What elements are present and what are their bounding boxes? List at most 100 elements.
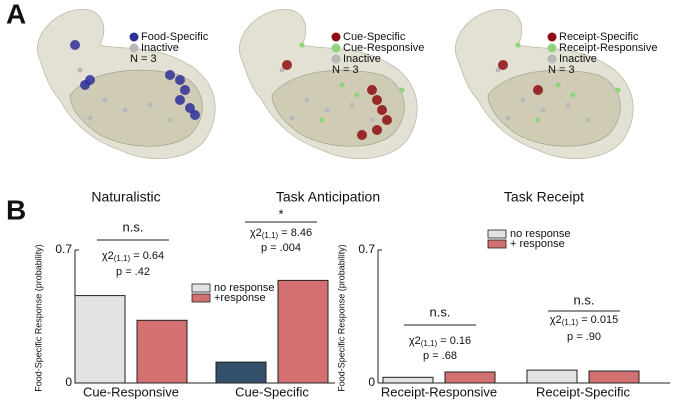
stat-part: = 0.015 bbox=[578, 314, 618, 326]
stat-part: = 0.64 bbox=[130, 250, 164, 262]
legend-swatch bbox=[487, 229, 507, 239]
panel-label: B bbox=[6, 194, 26, 225]
bar bbox=[74, 295, 126, 384]
legend-marker bbox=[129, 32, 139, 42]
legend-label: Inactive bbox=[559, 53, 597, 65]
electrode bbox=[570, 92, 576, 98]
electrode bbox=[515, 42, 521, 48]
significance: n.s. bbox=[574, 292, 595, 307]
brain-shape bbox=[487, 69, 621, 147]
electrode bbox=[520, 97, 526, 103]
x-tick-label: Receipt-Responsive bbox=[381, 384, 497, 399]
electrode bbox=[349, 102, 355, 108]
electrode bbox=[535, 117, 541, 123]
p-value: p = .68 bbox=[423, 350, 457, 362]
panel-label: A bbox=[6, 0, 26, 29]
significance: * bbox=[278, 206, 283, 221]
electrode bbox=[147, 102, 153, 108]
stat-part: χ2 bbox=[409, 335, 421, 347]
brain-view: Receipt-SpecificReceipt-ResponsiveInacti… bbox=[455, 8, 657, 205]
y-axis-label: Food-Specific Response (probability) bbox=[336, 244, 346, 392]
electrode bbox=[70, 40, 80, 50]
legend-swatch bbox=[191, 283, 211, 293]
legend-label: no response bbox=[214, 282, 275, 294]
electrode bbox=[339, 82, 345, 88]
bar bbox=[136, 319, 188, 384]
electrode bbox=[77, 67, 83, 73]
y-tick-label: 0.7 bbox=[358, 242, 375, 256]
legend-marker bbox=[331, 32, 341, 42]
electrode bbox=[498, 60, 508, 70]
stat-part: (1,1) bbox=[262, 231, 279, 240]
p-value: p = .90 bbox=[567, 331, 601, 343]
bar bbox=[588, 370, 640, 384]
legend-marker bbox=[547, 43, 557, 53]
electrode bbox=[165, 70, 175, 80]
electrode bbox=[505, 115, 511, 121]
legend-label: Food-Specific bbox=[141, 31, 209, 43]
electrode bbox=[282, 60, 292, 70]
y-axis-label: Food-Specific Response (probability) bbox=[33, 244, 43, 392]
electrode bbox=[324, 107, 330, 113]
p-value: p = .42 bbox=[116, 266, 150, 278]
bar bbox=[444, 371, 496, 384]
chi-square: χ2(1,1) = 0.16 bbox=[409, 335, 471, 348]
x-tick-label: Cue-Responsive bbox=[83, 384, 179, 399]
electrode bbox=[615, 87, 621, 93]
electrode bbox=[533, 85, 543, 95]
significance: n.s. bbox=[123, 219, 144, 234]
p-value: p = .004 bbox=[261, 242, 301, 254]
brain-shape bbox=[69, 69, 203, 147]
bar bbox=[382, 376, 434, 384]
electrode bbox=[185, 103, 195, 113]
electrode bbox=[357, 130, 367, 140]
electrode bbox=[87, 115, 93, 121]
electrode bbox=[299, 42, 305, 48]
electrode bbox=[367, 85, 377, 95]
legend-label: Cue-Specific bbox=[343, 31, 406, 43]
electrode bbox=[190, 110, 200, 120]
electrode bbox=[565, 102, 571, 108]
legend-marker bbox=[547, 32, 557, 42]
electrode bbox=[85, 75, 95, 85]
y-tick-label: 0 bbox=[368, 375, 375, 389]
y-tick-label: 0.7 bbox=[55, 242, 72, 256]
n-label: N = 3 bbox=[548, 64, 575, 76]
legend-label: no response bbox=[510, 228, 571, 240]
chi-square: χ2(1,1) = 8.46 bbox=[250, 227, 312, 240]
n-label: N = 3 bbox=[332, 64, 359, 76]
stat-part: (1,1) bbox=[562, 318, 579, 327]
electrode bbox=[369, 117, 375, 123]
legend-swatch bbox=[191, 293, 211, 303]
electrode bbox=[175, 75, 185, 85]
bar bbox=[526, 369, 578, 384]
stat-part: χ2 bbox=[550, 314, 562, 326]
electrode bbox=[102, 97, 108, 103]
legend-label: Inactive bbox=[141, 42, 179, 54]
view-title: Task Receipt bbox=[504, 189, 584, 205]
electrode bbox=[399, 87, 405, 93]
electrode bbox=[495, 67, 501, 73]
legend-label: + response bbox=[510, 238, 565, 250]
electrode bbox=[382, 115, 392, 125]
y-tick-label: 0 bbox=[65, 375, 72, 389]
electrode bbox=[372, 95, 382, 105]
stat-part: (1,1) bbox=[421, 339, 438, 348]
bar bbox=[277, 279, 329, 384]
stat-part: χ2 bbox=[250, 227, 262, 239]
legend-label: Inactive bbox=[343, 53, 381, 65]
legend-marker bbox=[331, 43, 341, 53]
legend-swatch bbox=[487, 239, 507, 249]
stat-part: (1,1) bbox=[114, 254, 131, 263]
electrode bbox=[555, 82, 561, 88]
electrode bbox=[540, 107, 546, 113]
bar bbox=[215, 361, 267, 384]
n-label: N = 3 bbox=[130, 53, 157, 65]
electrode bbox=[289, 115, 295, 121]
view-title: Task Anticipation bbox=[276, 189, 380, 205]
view-title: Naturalistic bbox=[91, 189, 160, 205]
